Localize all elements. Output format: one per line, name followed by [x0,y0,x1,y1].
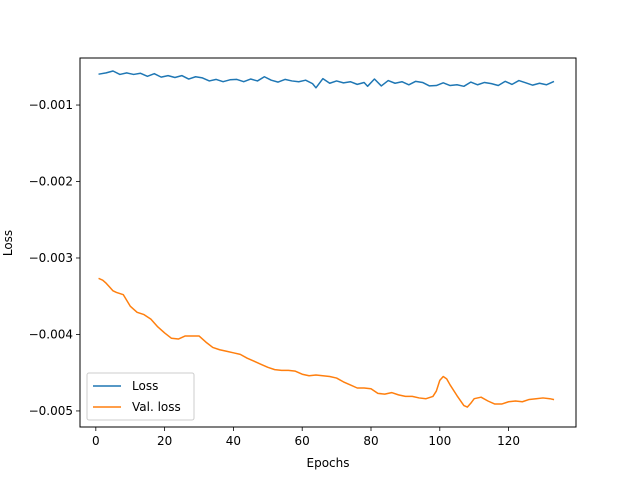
x-tick-label: 20 [157,434,172,448]
x-tick-label: 120 [497,434,520,448]
x-tick-label: 60 [295,434,310,448]
x-tick-label: 40 [226,434,241,448]
series-line-val-loss [98,277,555,408]
y-tick-label: −0.002 [29,175,73,189]
y-axis: −0.001 −0.002 −0.003 −0.004 −0.005 [29,98,80,418]
legend-box [86,372,195,421]
x-tick-label: 80 [363,434,378,448]
series-layer [98,70,555,408]
y-tick-label: −0.001 [29,98,73,112]
x-axis: 0 20 40 60 80 100 120 [92,427,520,448]
legend-label-loss: Loss [132,379,158,393]
y-tick-label: −0.003 [29,251,73,265]
plot-frame [79,57,577,428]
series-line-loss [98,70,555,89]
x-tick-label: 0 [92,434,100,448]
x-tick-label: 100 [428,434,451,448]
legend-label-val-loss: Val. loss [132,400,181,414]
legend: Loss Val. loss [86,372,195,421]
y-tick-label: −0.005 [29,404,73,418]
x-axis-label: Epochs [307,456,350,470]
y-tick-label: −0.004 [29,327,73,341]
y-axis-label: Loss [1,230,15,256]
